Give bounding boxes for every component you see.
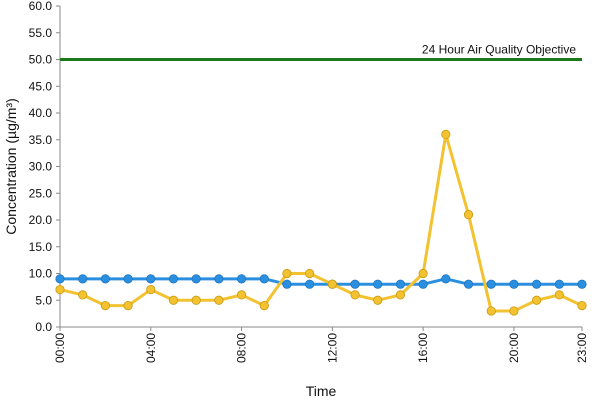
data-point xyxy=(55,284,65,295)
x-tick-label: 08:00 xyxy=(235,333,249,363)
data-point xyxy=(486,279,496,289)
data-point xyxy=(418,268,428,279)
data-point xyxy=(305,279,315,289)
x-tick-label: 00:00 xyxy=(53,333,67,363)
data-point xyxy=(146,284,156,295)
data-point xyxy=(78,290,88,300)
series-1 xyxy=(55,274,587,289)
x-tick-label: 04:00 xyxy=(144,333,158,363)
data-point xyxy=(395,279,406,289)
data-point xyxy=(236,290,247,300)
data-point xyxy=(327,279,337,289)
x-tick-label: 12:00 xyxy=(325,333,339,363)
data-point xyxy=(259,274,269,284)
data-point xyxy=(191,295,201,305)
data-point xyxy=(554,290,564,300)
data-point xyxy=(282,279,292,289)
x-tick-label: 20:00 xyxy=(507,333,521,363)
data-point xyxy=(191,274,201,284)
x-axis-ticks: 00:00 04:00 08:00 12:00 16:00 20:00 23:00 xyxy=(53,327,589,363)
data-point xyxy=(373,279,383,289)
y-axis-ticks: 0.0 5.0 10.0 15.0 20.0 25.0 30.0 35.0 40.0 45.0 50… xyxy=(29,0,60,334)
data-point xyxy=(509,279,519,289)
data-point xyxy=(146,274,156,284)
data-point xyxy=(259,300,269,311)
data-point xyxy=(532,295,542,305)
y-tick-label: 5.0 xyxy=(35,293,52,307)
data-point xyxy=(441,274,451,284)
data-point xyxy=(486,306,496,316)
data-point xyxy=(395,290,406,300)
data-point xyxy=(463,279,474,289)
data-point xyxy=(123,274,133,284)
data-point xyxy=(554,279,564,289)
y-tick-label: 60.0 xyxy=(29,0,53,13)
y-tick-label: 0.0 xyxy=(35,320,52,334)
y-tick-label: 15.0 xyxy=(29,240,53,254)
data-point xyxy=(373,295,383,305)
data-point xyxy=(463,210,474,220)
data-point xyxy=(100,274,110,284)
x-tick-label: 23:00 xyxy=(575,333,589,363)
data-point xyxy=(214,295,224,305)
series-group xyxy=(55,129,587,316)
data-point xyxy=(509,306,519,316)
data-point xyxy=(577,300,587,311)
y-tick-label: 50.0 xyxy=(29,53,53,67)
data-point xyxy=(168,295,179,305)
y-tick-label: 55.0 xyxy=(29,26,53,40)
data-point xyxy=(78,274,88,284)
data-point xyxy=(282,268,292,279)
data-point xyxy=(441,129,451,139)
data-point xyxy=(123,300,133,311)
x-axis-title: Time xyxy=(306,383,337,399)
y-tick-label: 40.0 xyxy=(29,106,53,120)
data-point xyxy=(418,279,428,289)
y-tick-label: 30.0 xyxy=(29,160,53,174)
series-2 xyxy=(55,129,587,316)
y-axis-title: Concentration (µg/m³) xyxy=(3,98,19,234)
data-point xyxy=(100,300,110,311)
reference-line-label: 24 Hour Air Quality Objective xyxy=(422,43,576,57)
data-point xyxy=(236,274,247,284)
data-point xyxy=(532,279,542,289)
data-point xyxy=(214,274,224,284)
data-point xyxy=(350,279,360,289)
y-tick-label: 25.0 xyxy=(29,186,53,200)
data-point xyxy=(350,290,360,300)
y-tick-label: 35.0 xyxy=(29,133,53,147)
y-tick-label: 10.0 xyxy=(29,267,53,281)
data-point xyxy=(168,274,179,284)
y-tick-label: 20.0 xyxy=(29,213,53,227)
data-point xyxy=(577,279,587,289)
y-tick-label: 45.0 xyxy=(29,79,53,93)
x-tick-label: 16:00 xyxy=(416,333,430,363)
data-point xyxy=(305,268,315,279)
data-point xyxy=(55,274,65,284)
